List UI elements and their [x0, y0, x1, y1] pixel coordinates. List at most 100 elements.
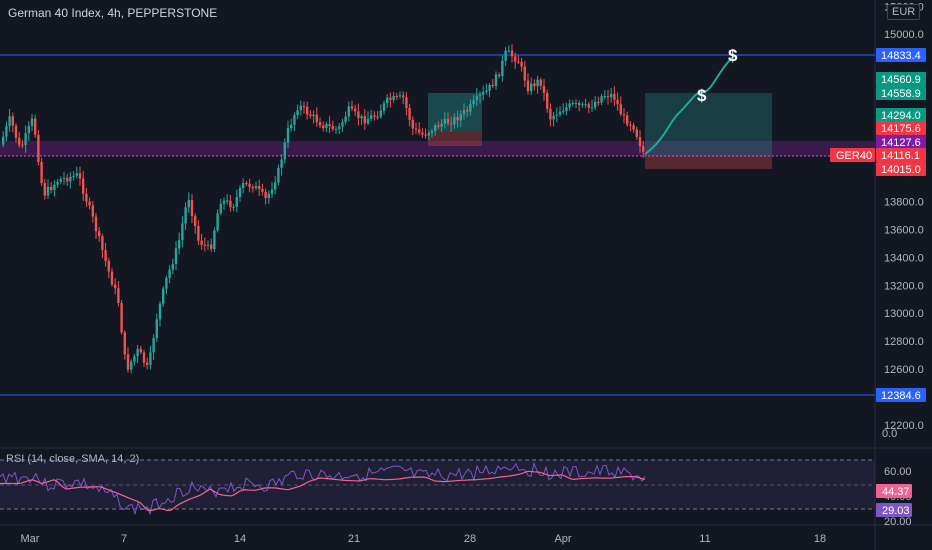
currency-label[interactable]: EUR — [887, 4, 921, 20]
price-tick-label: 13600.0 — [884, 225, 924, 237]
candle — [485, 90, 488, 92]
candle — [203, 244, 206, 246]
stop-badge: 14015.0 — [881, 164, 921, 176]
symbol-badge-bg — [830, 148, 875, 162]
candle — [469, 104, 472, 112]
candle — [328, 124, 331, 126]
candle — [466, 110, 469, 112]
dollar-sign-1: $ — [697, 86, 707, 105]
time-tick-label: 11 — [699, 533, 710, 545]
candle — [254, 186, 258, 189]
tp2-badge-bg — [876, 86, 926, 100]
candle — [536, 79, 539, 87]
candle — [219, 203, 222, 214]
candle — [549, 108, 552, 120]
candle — [424, 134, 427, 136]
lower-level-badge: 12384.6 — [881, 390, 921, 402]
candle — [526, 80, 530, 92]
candle — [555, 114, 558, 116]
candle — [379, 110, 382, 117]
candle — [248, 183, 251, 187]
time-tick-label: 28 — [464, 533, 476, 545]
candle — [405, 97, 408, 108]
candle — [347, 106, 350, 117]
candle — [181, 223, 184, 240]
candle — [302, 105, 306, 107]
candle — [190, 199, 194, 217]
candle — [178, 239, 181, 249]
candle — [24, 133, 27, 146]
candle — [261, 188, 264, 192]
candle — [325, 124, 328, 129]
candle — [629, 124, 632, 126]
candle — [5, 126, 8, 137]
candle — [290, 124, 293, 129]
level-badge-bg — [876, 121, 926, 135]
candle — [59, 178, 62, 182]
candle — [110, 271, 114, 285]
candle — [578, 102, 581, 105]
rsi-sma-badge: 44.37 — [882, 486, 910, 498]
candle — [296, 110, 299, 116]
candle — [373, 115, 376, 117]
candle — [341, 122, 344, 127]
candle — [264, 191, 267, 199]
candle — [107, 260, 110, 272]
time-tick-label: 18 — [814, 533, 826, 545]
candle — [514, 56, 517, 62]
candle — [306, 106, 309, 115]
candle — [88, 201, 91, 206]
candle — [402, 95, 405, 98]
candle — [158, 303, 162, 320]
candle — [53, 184, 56, 191]
candle — [213, 230, 216, 249]
candle — [504, 50, 507, 61]
candle — [21, 144, 24, 146]
candle — [245, 183, 248, 185]
candle — [453, 117, 456, 125]
candle — [594, 101, 597, 108]
candle — [462, 110, 466, 115]
candle — [130, 361, 133, 370]
candle — [430, 131, 434, 134]
candle — [120, 303, 123, 333]
candle — [539, 79, 542, 86]
candle — [446, 118, 450, 124]
candle — [437, 125, 440, 127]
rsi-sma-line — [0, 470, 646, 512]
candle — [232, 206, 235, 208]
candle — [216, 213, 219, 231]
candle — [331, 125, 334, 130]
candle — [210, 244, 213, 249]
candle — [142, 352, 146, 363]
candle — [165, 277, 168, 289]
candle — [597, 101, 600, 103]
candle — [104, 250, 107, 261]
candle — [146, 362, 149, 365]
candle — [334, 128, 338, 130]
candle — [619, 104, 622, 115]
candle — [101, 236, 104, 251]
candle — [389, 97, 392, 100]
candle — [574, 102, 578, 104]
candle — [517, 61, 520, 63]
candle — [222, 200, 226, 204]
lower-level-badge-bg — [876, 388, 926, 402]
candle — [309, 114, 312, 117]
candle — [184, 207, 187, 224]
candle — [581, 104, 584, 106]
candle — [638, 137, 642, 147]
candle — [606, 96, 610, 98]
tp2-badge: 14558.9 — [881, 88, 921, 100]
candle — [174, 248, 178, 264]
candle — [286, 128, 290, 143]
price-tick-label: 12800.0 — [884, 336, 924, 348]
candle — [14, 125, 18, 138]
level-badge: 14175.6 — [881, 123, 921, 135]
candle — [472, 100, 475, 105]
candle — [510, 50, 514, 57]
candle — [533, 83, 536, 87]
candle — [149, 352, 152, 365]
candle — [450, 123, 453, 125]
candle — [610, 93, 613, 98]
